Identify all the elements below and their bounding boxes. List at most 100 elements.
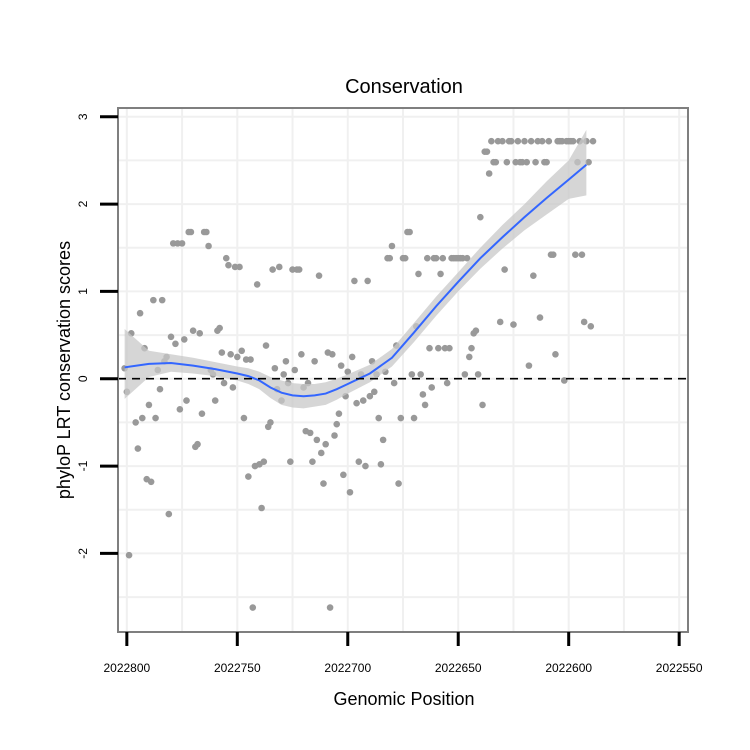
- data-point: [569, 137, 577, 145]
- data-point: [465, 353, 473, 361]
- data-point: [245, 473, 252, 480]
- data-point: [446, 344, 453, 352]
- data-point: [510, 321, 517, 328]
- data-point: [220, 379, 228, 387]
- data-point: [443, 379, 451, 387]
- data-point: [496, 318, 504, 326]
- data-point: [477, 213, 484, 221]
- data-point: [419, 391, 427, 398]
- data-point: [227, 350, 234, 358]
- data-point: [134, 445, 142, 452]
- data-point: [359, 397, 367, 404]
- data-point: [275, 263, 283, 271]
- data-point: [222, 254, 230, 262]
- data-point: [362, 462, 369, 470]
- data-point: [236, 263, 243, 271]
- data-point: [337, 362, 345, 369]
- data-point: [156, 385, 164, 393]
- data-point: [335, 410, 343, 417]
- data-point: [492, 158, 500, 166]
- data-point: [234, 353, 241, 361]
- data-point: [167, 333, 175, 341]
- data-point: [536, 314, 544, 321]
- plot-area: 2022800 2022750 2022700 2022650 2022600 20225…: [76, 107, 703, 675]
- y-tick-label: 0: [76, 375, 90, 382]
- data-point: [514, 137, 522, 145]
- x-axis-title: Genomic Position: [333, 689, 474, 709]
- data-point: [589, 137, 597, 145]
- data-point: [125, 551, 133, 559]
- data-point: [189, 327, 197, 335]
- data-point: [479, 401, 486, 409]
- data-point: [366, 392, 374, 400]
- smooth-fit-line: [124, 164, 588, 398]
- data-point: [225, 261, 232, 269]
- data-point: [287, 458, 294, 466]
- data-point: [377, 461, 385, 468]
- data-point: [580, 318, 588, 326]
- data-point: [507, 137, 515, 145]
- data-point: [432, 254, 440, 262]
- data-point: [247, 356, 254, 363]
- x-tick-label: 2022800: [103, 661, 150, 675]
- data-point: [158, 296, 166, 304]
- data-point: [585, 158, 592, 166]
- data-point: [355, 458, 363, 466]
- data-point: [439, 254, 447, 262]
- data-point: [315, 272, 323, 279]
- data-point: [271, 364, 279, 372]
- data-point: [483, 148, 491, 155]
- data-point: [165, 510, 173, 518]
- data-point: [306, 429, 314, 437]
- data-point: [205, 242, 212, 250]
- data-point: [253, 281, 261, 288]
- data-point: [333, 420, 341, 428]
- data-point: [218, 349, 226, 356]
- data-point: [258, 504, 265, 512]
- data-point: [267, 419, 274, 426]
- data-point: [211, 397, 219, 404]
- data-point: [530, 272, 537, 279]
- data-point: [203, 228, 210, 236]
- data-point: [176, 406, 184, 413]
- data-point: [395, 480, 402, 487]
- panel-border: [117, 107, 689, 633]
- data-point: [320, 480, 327, 487]
- data-point: [501, 266, 508, 273]
- data-point: [428, 384, 436, 391]
- x-tick-label: 2022700: [324, 661, 371, 675]
- data-point: [397, 414, 405, 422]
- data-point: [238, 347, 246, 355]
- data-point: [410, 414, 418, 422]
- data-point: [240, 414, 248, 422]
- data-point: [390, 379, 398, 387]
- data-point: [437, 270, 444, 278]
- data-point: [187, 228, 195, 236]
- x-tick-label: 2022550: [656, 661, 703, 675]
- data-point: [415, 270, 422, 278]
- data-point: [472, 327, 480, 335]
- data-point: [521, 137, 528, 145]
- data-point: [426, 344, 433, 352]
- data-point: [408, 371, 416, 378]
- data-point: [474, 371, 482, 378]
- data-point: [298, 350, 305, 358]
- data-point: [132, 419, 139, 426]
- chart-title: Conservation: [345, 76, 463, 98]
- data-point: [136, 309, 144, 317]
- data-point: [178, 240, 186, 247]
- x-tick-label: 2022750: [214, 661, 261, 675]
- data-point: [295, 266, 303, 273]
- data-point: [196, 330, 204, 337]
- data-point: [180, 336, 188, 343]
- data-point: [543, 158, 550, 166]
- data-point: [523, 158, 531, 166]
- y-tick-label: -2: [76, 548, 90, 559]
- data-point: [311, 357, 318, 365]
- data-point: [269, 266, 276, 273]
- data-point: [499, 137, 506, 145]
- data-point: [249, 604, 257, 611]
- data-point: [229, 384, 237, 391]
- data-point: [406, 228, 413, 236]
